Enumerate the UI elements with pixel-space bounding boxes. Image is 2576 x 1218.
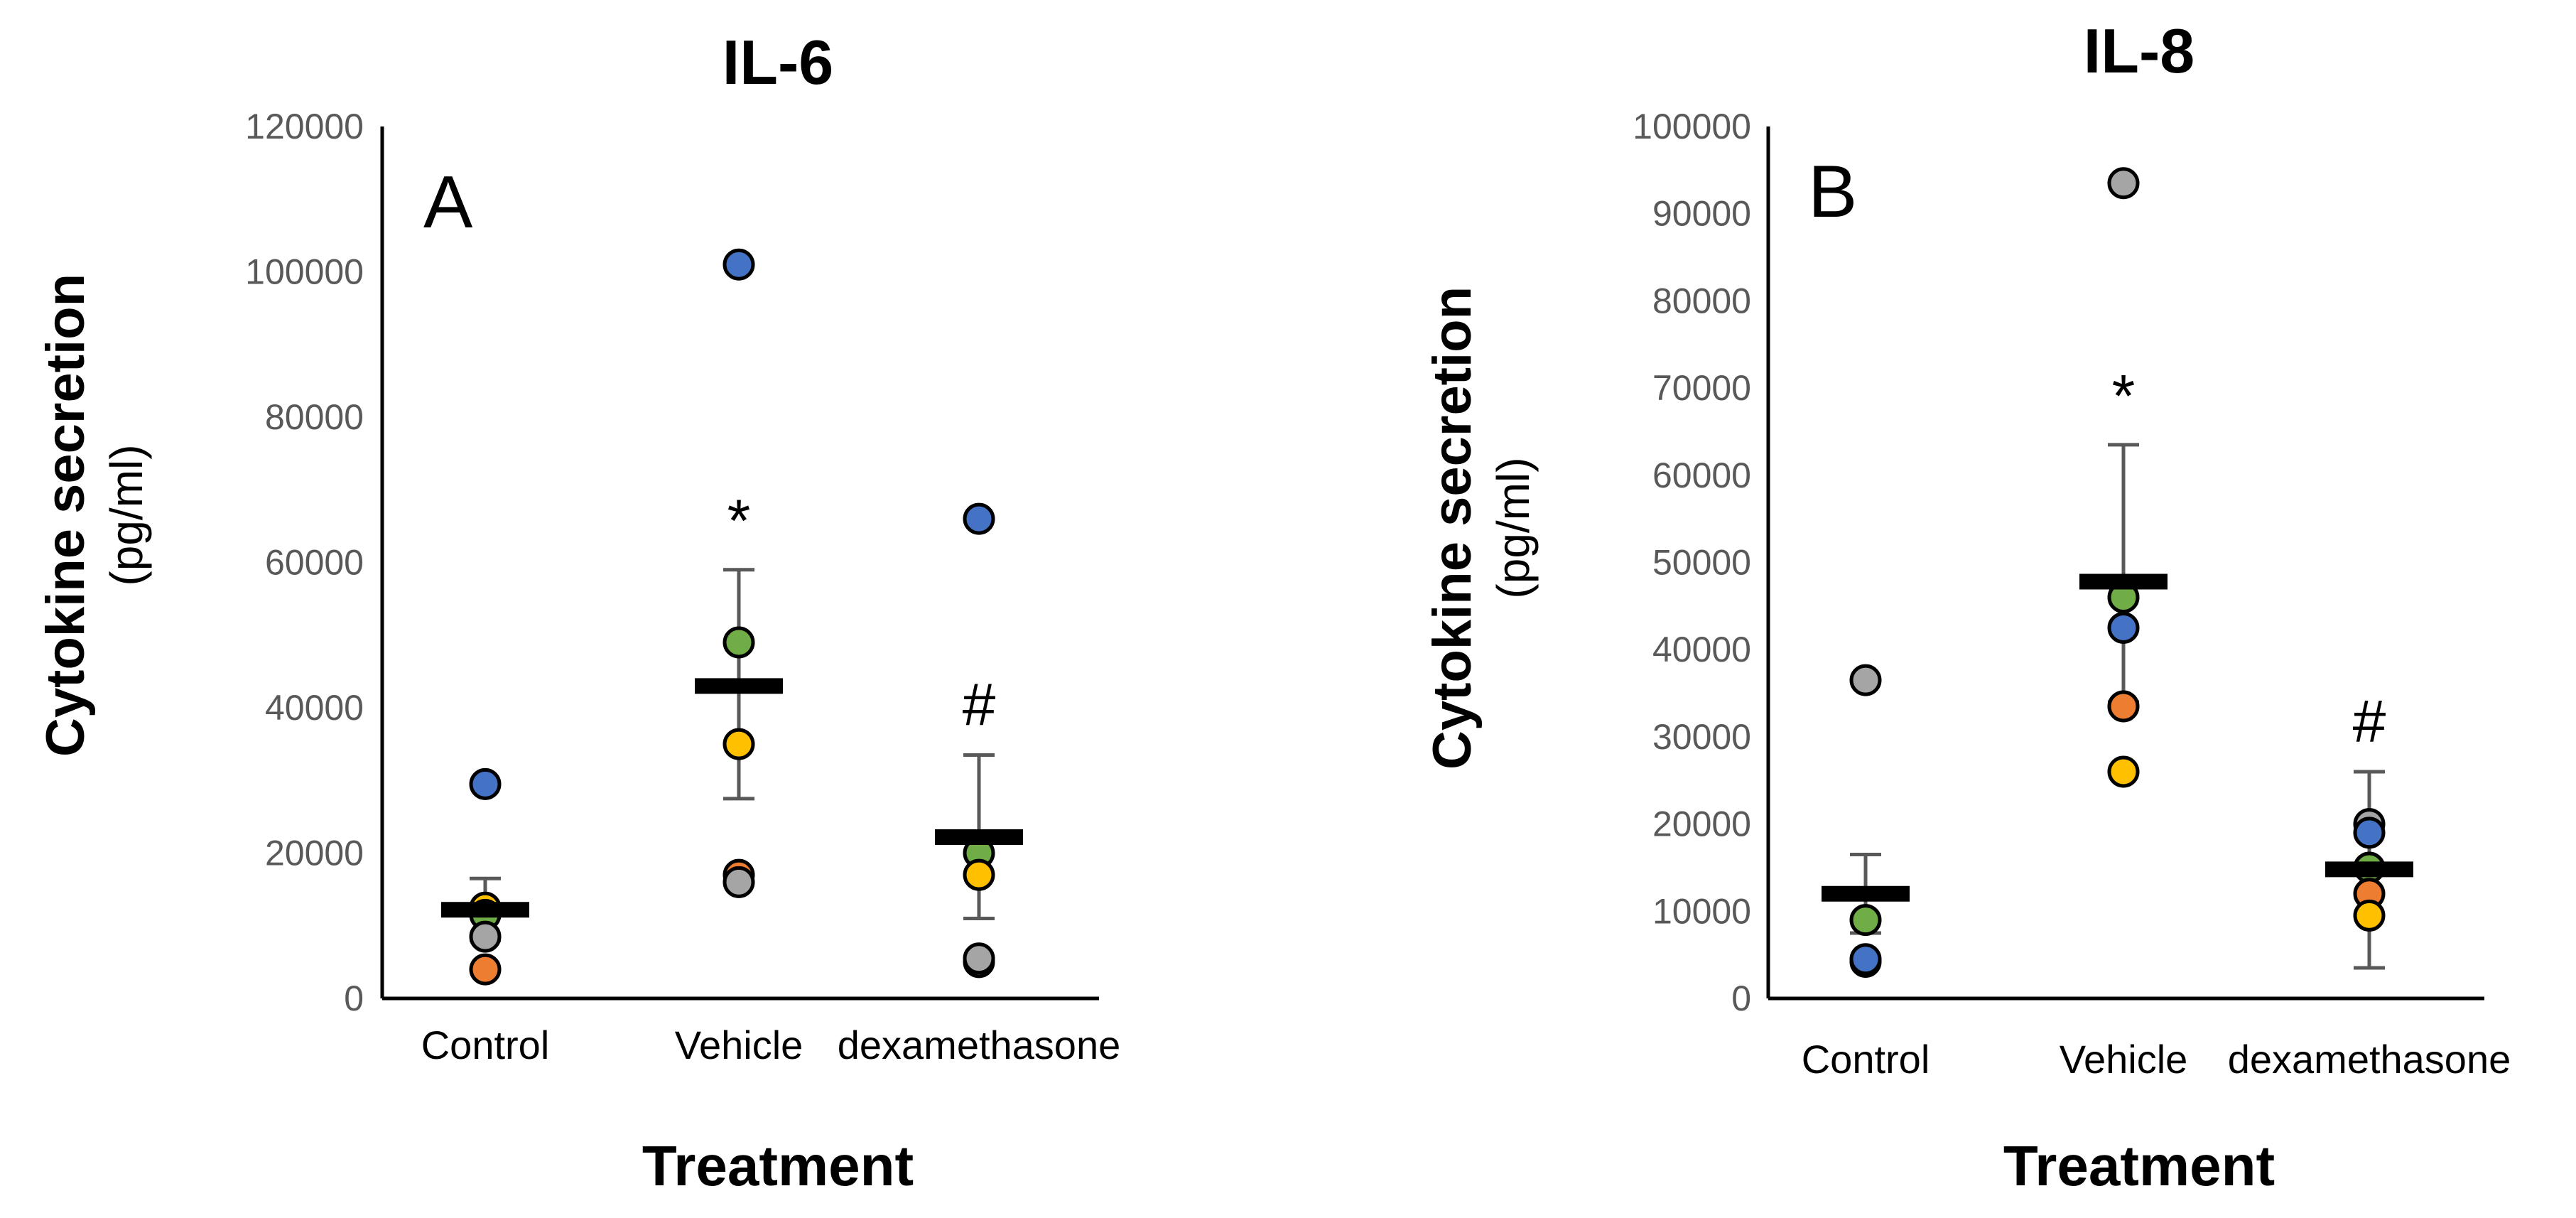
panel-b-x-tick-label: Vehicle bbox=[2060, 1037, 2188, 1082]
panel-a-data-point-gray bbox=[963, 942, 995, 975]
panel-b-y-tick-label: 80000 bbox=[1652, 281, 1751, 320]
panel-a-ylabel: Cytokine secretion bbox=[36, 274, 96, 757]
panel-b-y-tick-label: 100000 bbox=[1633, 107, 1751, 146]
panel-a-xlabel: Treatment bbox=[642, 1134, 914, 1197]
panel-a-y-tick-label: 60000 bbox=[265, 543, 364, 583]
panel-a: IL-6 A Cytokine secretion (pg/ml) Treatm… bbox=[36, 27, 914, 1197]
panel-b-title: IL-8 bbox=[2084, 16, 2195, 86]
panel-b-data-point-yellow bbox=[2107, 755, 2140, 788]
panel-a-y-tick-label: 100000 bbox=[245, 252, 364, 292]
panel-b-xlabel: Treatment bbox=[2003, 1134, 2275, 1197]
panel-a-data-point-blue bbox=[469, 767, 502, 800]
panel-a-data-point-gray bbox=[723, 866, 755, 898]
panel-a-x-tick-label: Control bbox=[421, 1023, 550, 1067]
panel-a-y-tick-label: 20000 bbox=[265, 834, 364, 873]
panel-b-y-tick-label: 0 bbox=[1731, 979, 1751, 1018]
panel-a-ylabel-unit: (pg/ml) bbox=[101, 444, 152, 586]
panel-b-plot: 0 10000 20000 30000 40000 50000 60000 70000 8000… bbox=[1633, 107, 2511, 1082]
panel-b-y-tick-label: 30000 bbox=[1652, 717, 1751, 757]
panel-b-y-tick-label: 50000 bbox=[1652, 543, 1751, 583]
panel-b-data-point-gray bbox=[2107, 167, 2140, 200]
panel-a-y-tick-label: 120000 bbox=[245, 107, 364, 146]
panel-b-data-point-gray bbox=[1849, 664, 1882, 696]
panel-b-data-point-blue bbox=[2353, 817, 2386, 849]
panel-b-data-point-blue bbox=[1849, 943, 1882, 976]
panel-b-y-tick-label: 20000 bbox=[1652, 804, 1751, 844]
panel-a-data-point-orange bbox=[469, 953, 502, 986]
panel-a-data-point-gray bbox=[469, 920, 502, 953]
panel-a-data-point-yellow bbox=[963, 858, 995, 891]
panel-b-data-point-green bbox=[1849, 904, 1882, 937]
panel-b-y-tick-label: 70000 bbox=[1652, 368, 1751, 408]
panel-b-y-tick-label: 90000 bbox=[1652, 194, 1751, 234]
panel-b: IL-8 B Cytokine secretion (pg/ml) Treatm… bbox=[1422, 16, 2275, 1197]
panel-b-letter: B bbox=[1808, 151, 1857, 233]
panel-a-y-tick-label: 80000 bbox=[265, 397, 364, 437]
panel-a-data-point-green bbox=[723, 626, 755, 659]
panel-b-significance-hash: # bbox=[2353, 688, 2386, 755]
panel-b-data-point-orange bbox=[2107, 690, 2140, 723]
panel-a-significance-star: * bbox=[727, 487, 751, 554]
panel-a-letter: A bbox=[423, 161, 473, 244]
panel-b-data-point-yellow bbox=[2353, 899, 2386, 932]
panel-a-y-tick-label: 40000 bbox=[265, 688, 364, 728]
panel-a-x-tick-label: Vehicle bbox=[675, 1023, 803, 1067]
panel-a-title: IL-6 bbox=[723, 27, 833, 97]
panel-a-y-tick-label: 0 bbox=[344, 979, 364, 1018]
panel-a-data-point-blue bbox=[963, 502, 995, 535]
panel-b-y-tick-label: 10000 bbox=[1652, 891, 1751, 931]
panel-b-x-tick-label: Control bbox=[1802, 1037, 1930, 1082]
panel-b-x-tick-label: dexamethasone bbox=[2228, 1037, 2511, 1082]
panel-a-plot: 0 20000 40000 60000 80000 100000 120000 Control… bbox=[245, 107, 1120, 1067]
panel-a-data-point-blue bbox=[723, 248, 755, 281]
panel-a-x-tick-label: dexamethasone bbox=[838, 1023, 1121, 1067]
panel-b-y-tick-label: 40000 bbox=[1652, 630, 1751, 669]
panel-a-significance-hash: # bbox=[963, 671, 996, 738]
panel-a-data-point-yellow bbox=[723, 728, 755, 760]
panel-b-ylabel: Cytokine secretion bbox=[1422, 286, 1483, 770]
panel-b-ylabel-unit: (pg/ml) bbox=[1488, 457, 1539, 598]
panel-b-y-tick-label: 60000 bbox=[1652, 456, 1751, 495]
panel-b-data-point-blue bbox=[2107, 612, 2140, 645]
panel-b-significance-star: * bbox=[2112, 362, 2136, 429]
